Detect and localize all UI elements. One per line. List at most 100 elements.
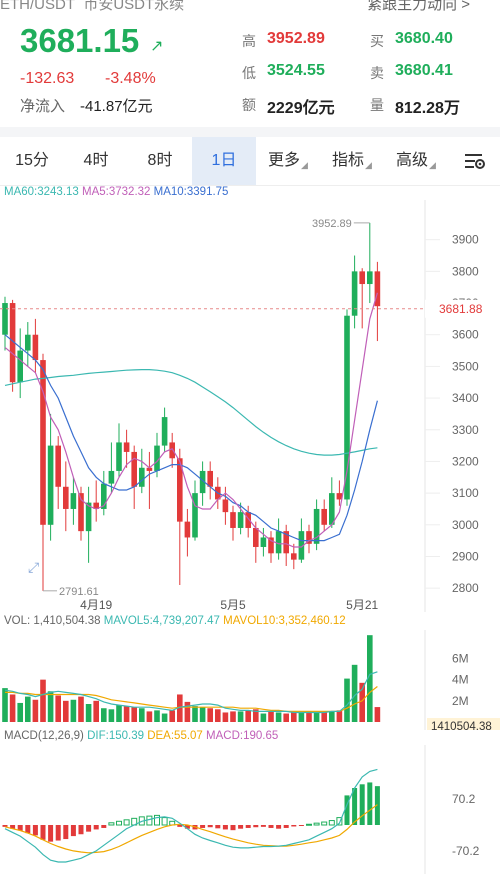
- bid-label: 买: [370, 33, 384, 49]
- volume-bar: [222, 712, 229, 722]
- macd-bar: [200, 825, 206, 828]
- candle-body: [40, 360, 46, 525]
- volume-label: 量: [370, 97, 384, 113]
- dif-legend: DIF:150.39: [87, 730, 144, 742]
- candle-body: [199, 470, 206, 494]
- macd-bar: [146, 815, 153, 826]
- tab-15m[interactable]: 15分: [15, 152, 49, 169]
- volume-chart[interactable]: 6M 4M 2M 1410504.38: [0, 630, 500, 730]
- follow-main-force-link[interactable]: 紧跟主力动向 >: [367, 0, 470, 13]
- macd-bar: [86, 825, 92, 832]
- trend-arrow-icon: ↗: [150, 38, 164, 55]
- tab-1d[interactable]: 1日: [192, 137, 256, 185]
- macd-bar: [10, 825, 16, 829]
- volume-bar: [9, 694, 16, 722]
- volume-bar: [40, 679, 46, 722]
- chart-settings-button[interactable]: [450, 137, 500, 185]
- dif-line: [4, 768, 378, 863]
- candle-body: [184, 521, 191, 538]
- candle-body: [131, 451, 137, 487]
- candle-body: [146, 467, 153, 471]
- macd-bar: [291, 825, 297, 827]
- macd-bar: [70, 825, 76, 837]
- ma60-line: [4, 369, 378, 456]
- macd-bar: [177, 825, 183, 827]
- candle-body: [177, 458, 183, 522]
- date-axis-label: 4月19: [80, 598, 112, 612]
- volume-bar: [32, 699, 39, 722]
- candlestick-chart[interactable]: 3900380037003600350034003300320031003000…: [0, 200, 500, 612]
- volume-bar: [367, 635, 373, 722]
- candle-body: [253, 527, 259, 547]
- tab-8h[interactable]: 8时: [147, 152, 173, 169]
- volume-value: 812.28万: [395, 100, 460, 117]
- volume-bar: [275, 712, 282, 722]
- tab-indicators[interactable]: 指标◢: [332, 152, 372, 170]
- volume-bar: [230, 711, 236, 722]
- ma5-legend: MA5:3732.32: [82, 186, 151, 198]
- volume-bar: [359, 682, 365, 722]
- tab-4h[interactable]: 4时: [83, 152, 109, 169]
- macd-bar: [101, 825, 107, 828]
- macd-bar: [48, 825, 54, 842]
- pair-title: ETH/USDT 币安USDT永续: [0, 0, 185, 13]
- mavol5-line: [4, 671, 378, 714]
- amount-value: 2229亿元: [267, 100, 335, 117]
- volume-current-tag: [427, 718, 500, 730]
- macd-chart[interactable]: 70.2 -70.2: [0, 745, 500, 874]
- price-axis-label: 3500: [452, 359, 479, 373]
- volume-bar: [298, 712, 305, 722]
- macd-bar: [359, 784, 365, 825]
- dea-line: [4, 804, 378, 854]
- volume-bar: [161, 713, 168, 722]
- macd-bar: [55, 825, 61, 841]
- volume-bar: [374, 707, 381, 722]
- candle-body: [2, 303, 8, 335]
- volume-bar: [184, 701, 191, 722]
- candle-body: [9, 303, 16, 383]
- candle-body: [222, 499, 229, 513]
- macd-bar: [336, 817, 343, 826]
- mavol10-legend: MAVOL10:3,352,460.12: [223, 615, 346, 627]
- candle-body: [237, 512, 244, 528]
- macd-bar: [260, 825, 266, 827]
- volume-bar: [177, 694, 183, 722]
- dropdown-caret-icon: ◢: [301, 160, 308, 170]
- candle-body: [17, 350, 23, 383]
- date-axis-label: 5月5: [220, 598, 246, 612]
- candle-body: [55, 445, 61, 487]
- candle-body: [123, 442, 130, 452]
- macd-bar: [123, 819, 130, 826]
- price-axis-label: 3000: [452, 518, 479, 532]
- macd-bar: [245, 825, 251, 828]
- volume-bar: [2, 688, 8, 722]
- candle-body: [306, 531, 312, 544]
- date-axis-label: 5月21: [346, 598, 378, 612]
- high-mark-label: 3952.89: [312, 218, 352, 230]
- candle-body: [291, 553, 297, 560]
- last-price: 3681.15: [20, 22, 140, 59]
- volume-bar: [192, 706, 198, 722]
- volume-bar: [306, 711, 312, 722]
- net-inflow-label: 净流入: [20, 98, 66, 115]
- volume-bar: [291, 712, 297, 722]
- volume-bar: [344, 678, 350, 722]
- volume-bar: [25, 696, 31, 722]
- price-change: -132.63: [20, 70, 75, 87]
- volume-bar: [101, 708, 107, 722]
- candle-body: [25, 334, 31, 351]
- candle-body: [93, 502, 99, 509]
- macd-bar: [207, 825, 213, 828]
- macd-params-legend: MACD(12,26,9): [4, 730, 84, 742]
- volume-bar: [215, 709, 221, 722]
- volume-legend: VOL: 1,410,504.38 MAVOL5:4,739,207.47 MA…: [4, 615, 346, 627]
- macd-axis-label: 70.2: [452, 792, 476, 806]
- candle-body: [47, 445, 54, 525]
- macd-axis-label: -70.2: [452, 844, 480, 858]
- current-price-tag: [425, 299, 500, 318]
- volume-bar: [17, 702, 23, 722]
- tab-more[interactable]: 更多◢: [268, 152, 308, 170]
- macd-bar: [116, 820, 122, 826]
- candle-body: [108, 470, 115, 484]
- tab-advanced[interactable]: 高级◢: [396, 152, 436, 170]
